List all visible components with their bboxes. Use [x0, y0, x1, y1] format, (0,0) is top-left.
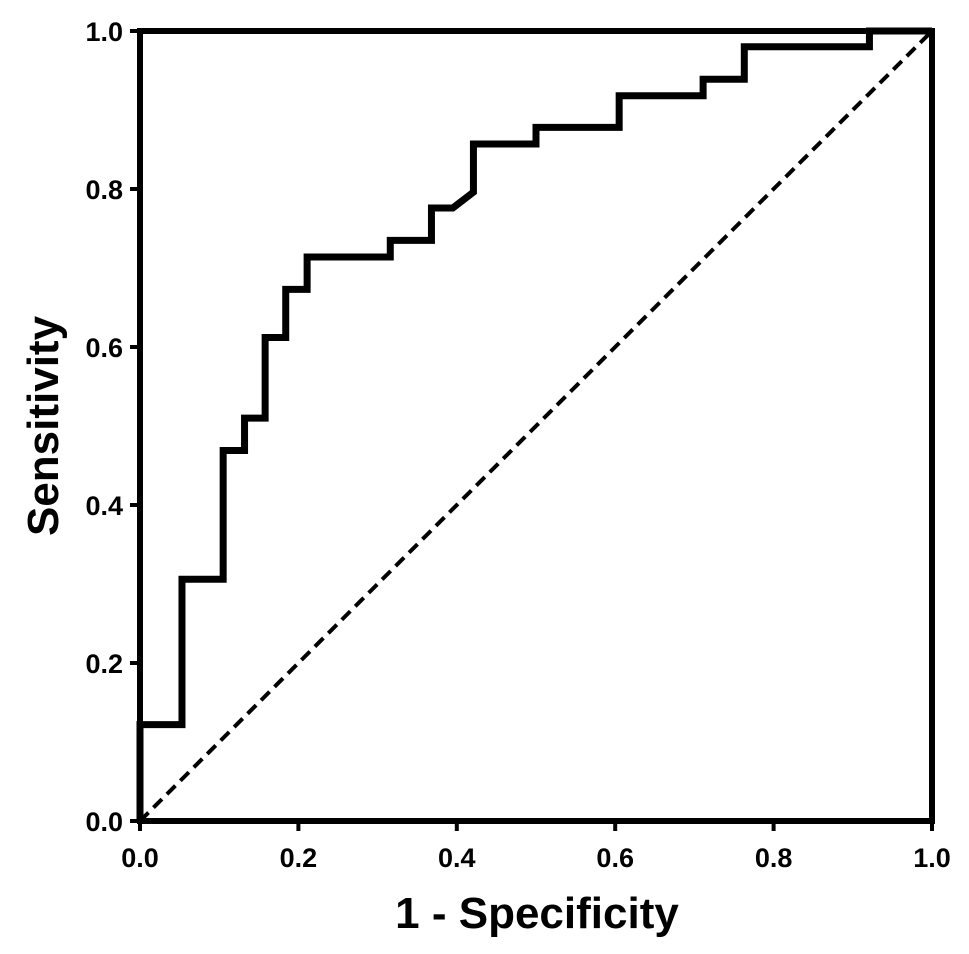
y-tick-label: 0.0 — [85, 807, 123, 837]
x-tick-label: 0.2 — [280, 843, 318, 873]
reference-diagonal-line — [138, 29, 934, 823]
x-axis-title: 1 - Specificity — [395, 889, 679, 938]
x-tick-label: 0.6 — [596, 843, 634, 873]
y-tick-label: 0.8 — [85, 175, 123, 205]
x-tick-label: 0.8 — [755, 843, 793, 873]
y-tick-label: 0.4 — [85, 491, 123, 521]
x-tick-label: 0.4 — [438, 843, 476, 873]
x-tick-label: 0.0 — [121, 843, 159, 873]
x-tick-label: 1.0 — [913, 843, 951, 873]
axis-ticks: 0.0 0.2 0.4 0.6 0.8 1.0 0.0 0.2 0.4 0.6 0.8 1.0 — [85, 17, 950, 873]
y-tick-label: 1.0 — [85, 17, 123, 47]
plot-area — [136, 27, 934, 823]
y-tick-label: 0.6 — [85, 333, 123, 363]
plot-frame — [137, 28, 935, 824]
y-axis-title: Sensitivity — [19, 315, 68, 536]
roc-curve-line — [136, 27, 932, 821]
y-tick-label: 0.2 — [85, 649, 123, 679]
